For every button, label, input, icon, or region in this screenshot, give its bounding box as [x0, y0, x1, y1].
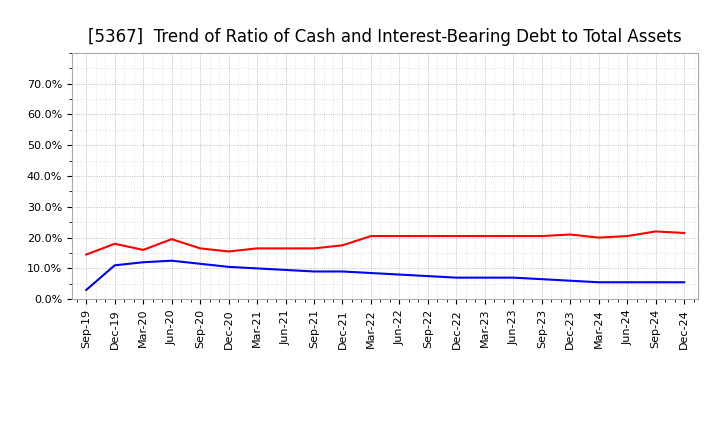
Cash — [452, 233, 461, 238]
Cash — [253, 246, 261, 251]
Interest-Bearing Debt — [167, 258, 176, 263]
Cash — [310, 246, 318, 251]
Interest-Bearing Debt — [82, 287, 91, 293]
Cash — [680, 231, 688, 236]
Line: Cash: Cash — [86, 231, 684, 254]
Cash — [537, 233, 546, 238]
Cash — [167, 237, 176, 242]
Interest-Bearing Debt — [139, 260, 148, 265]
Interest-Bearing Debt — [110, 263, 119, 268]
Cash — [110, 241, 119, 246]
Interest-Bearing Debt — [338, 269, 347, 274]
Cash — [366, 233, 375, 238]
Interest-Bearing Debt — [366, 270, 375, 275]
Cash — [623, 233, 631, 238]
Interest-Bearing Debt — [310, 269, 318, 274]
Interest-Bearing Debt — [282, 267, 290, 272]
Interest-Bearing Debt — [196, 261, 204, 267]
Cash — [509, 233, 518, 238]
Interest-Bearing Debt — [480, 275, 489, 280]
Interest-Bearing Debt — [225, 264, 233, 269]
Cash — [82, 252, 91, 257]
Cash — [139, 247, 148, 253]
Interest-Bearing Debt — [395, 272, 404, 277]
Interest-Bearing Debt — [623, 280, 631, 285]
Interest-Bearing Debt — [509, 275, 518, 280]
Cash — [423, 233, 432, 238]
Interest-Bearing Debt — [537, 277, 546, 282]
Cash — [196, 246, 204, 251]
Line: Interest-Bearing Debt: Interest-Bearing Debt — [86, 260, 684, 290]
Interest-Bearing Debt — [595, 280, 603, 285]
Cash — [595, 235, 603, 240]
Cash — [395, 233, 404, 238]
Cash — [282, 246, 290, 251]
Cash — [566, 232, 575, 237]
Interest-Bearing Debt — [680, 280, 688, 285]
Cash — [480, 233, 489, 238]
Interest-Bearing Debt — [253, 266, 261, 271]
Interest-Bearing Debt — [566, 278, 575, 283]
Interest-Bearing Debt — [423, 274, 432, 279]
Cash — [338, 243, 347, 248]
Interest-Bearing Debt — [652, 280, 660, 285]
Cash — [652, 229, 660, 234]
Interest-Bearing Debt — [452, 275, 461, 280]
Cash — [225, 249, 233, 254]
Title: [5367]  Trend of Ratio of Cash and Interest-Bearing Debt to Total Assets: [5367] Trend of Ratio of Cash and Intere… — [89, 28, 682, 46]
